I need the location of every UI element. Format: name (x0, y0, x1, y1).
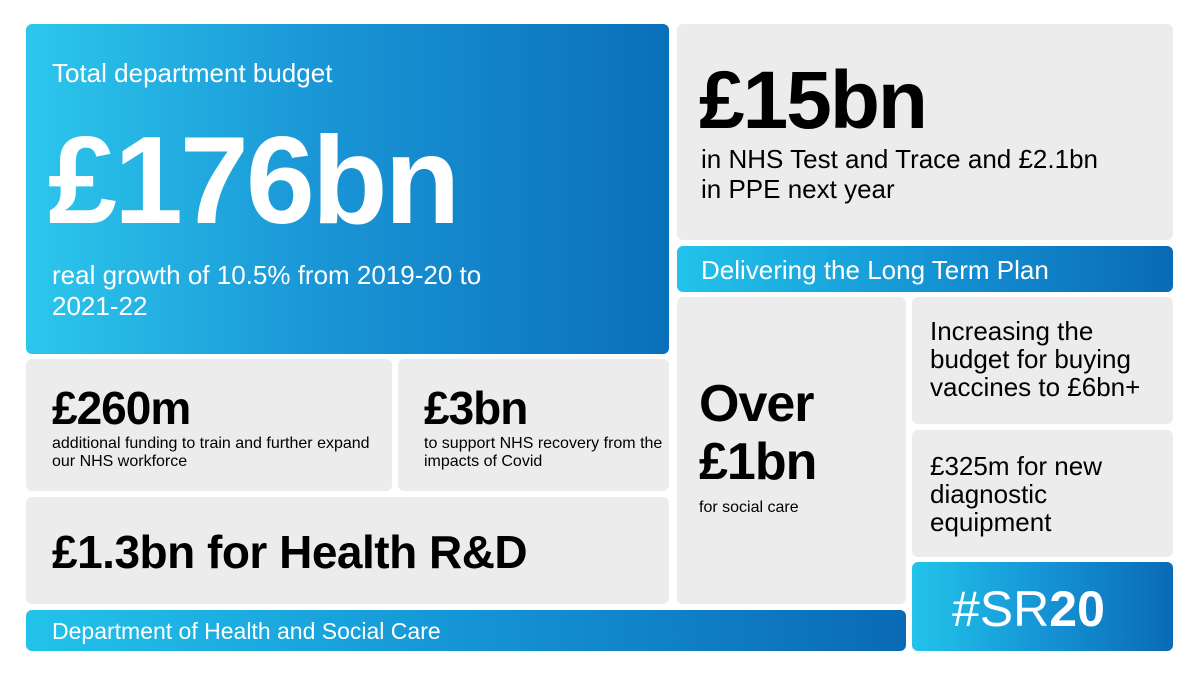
workforce-detail: additional funding to train and further … (52, 435, 370, 470)
recovery-amount: £3bn (424, 382, 528, 434)
social-care-tile: Over £1bn for social care (677, 297, 906, 604)
hashtag-tile: #SR20 (912, 562, 1173, 651)
social-care-detail: for social care (699, 499, 799, 516)
total-budget-label: Total department budget (52, 58, 333, 88)
total-budget-amount: £176bn (48, 112, 460, 250)
research-headline: £1.3bn for Health R&D (52, 526, 528, 578)
hashtag-suffix: 20 (1049, 581, 1105, 637)
total-budget-tile: Total department budget £176bn real grow… (26, 24, 669, 354)
vaccines-tile: Increasing the budget for buying vaccine… (912, 297, 1173, 424)
workforce-amount: £260m (52, 382, 191, 434)
long-term-plan-label: Delivering the Long Term Plan (701, 255, 1049, 285)
recovery-detail: to support NHS recovery from the impacts… (424, 435, 663, 470)
department-label: Department of Health and Social Care (52, 618, 441, 644)
department-banner: Department of Health and Social Care (26, 610, 906, 651)
test-trace-amount: £15bn (699, 55, 928, 146)
workforce-tile: £260m additional funding to train and fu… (26, 359, 392, 491)
diagnostics-detail: £325m for new diagnostic equipment (930, 451, 1102, 537)
long-term-plan-banner: Delivering the Long Term Plan (677, 246, 1173, 292)
test-trace-detail: in NHS Test and Trace and £2.1bn in PPE … (701, 144, 1098, 204)
vaccines-detail: Increasing the budget for buying vaccine… (930, 316, 1141, 402)
recovery-tile: £3bn to support NHS recovery from the im… (398, 359, 669, 491)
social-care-amount: Over £1bn (699, 375, 817, 491)
hashtag: #SR20 (952, 580, 1105, 638)
diagnostics-tile: £325m for new diagnostic equipment (912, 430, 1173, 557)
research-tile: £1.3bn for Health R&D (26, 497, 669, 604)
total-budget-detail: real growth of 10.5% from 2019-20 to 202… (52, 260, 482, 321)
test-trace-tile: £15bn in NHS Test and Trace and £2.1bn i… (677, 24, 1173, 240)
hashtag-prefix: #SR (952, 581, 1050, 637)
